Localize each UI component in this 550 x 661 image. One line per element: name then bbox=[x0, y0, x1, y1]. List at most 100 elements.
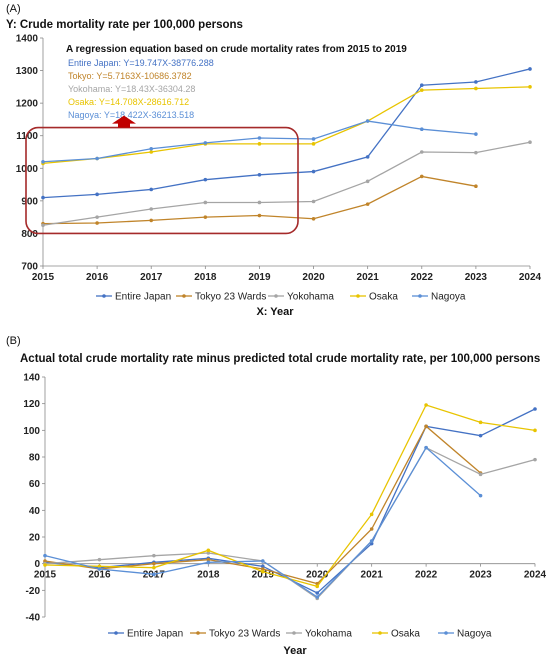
x-tick-label: 2024 bbox=[519, 272, 542, 283]
point-tokyo-23-wards bbox=[260, 567, 265, 571]
equation-osaka: Osaka: Y=14.708X-28616.712 bbox=[68, 97, 189, 107]
point-yokohama bbox=[419, 150, 424, 154]
legend-label-osaka: Osaka bbox=[369, 292, 398, 303]
panel-b-xlabel: Year bbox=[283, 645, 307, 657]
legend-marker-yokohama bbox=[274, 294, 278, 298]
point-osaka bbox=[149, 150, 154, 154]
point-nagoya bbox=[369, 539, 374, 543]
point-entire-japan bbox=[257, 173, 262, 177]
point-entire-japan bbox=[311, 169, 316, 174]
x-tick-label: 2024 bbox=[524, 570, 547, 581]
x-tick-label: 2020 bbox=[302, 272, 325, 283]
panel-a-title: Y: Crude mortality rate per 100,000 pers… bbox=[6, 19, 243, 31]
point-nagoya bbox=[43, 553, 47, 558]
point-yokohama bbox=[528, 140, 532, 145]
y-tick-label: 700 bbox=[21, 262, 38, 273]
series-line-osaka bbox=[42, 86, 531, 165]
x-tick-label: 2018 bbox=[197, 570, 220, 581]
point-yokohama bbox=[97, 557, 102, 562]
point-yokohama bbox=[203, 200, 208, 205]
point-entire-japan bbox=[478, 433, 483, 438]
point-entire-japan bbox=[203, 177, 208, 182]
x-tick-label: 2015 bbox=[34, 570, 57, 581]
point-tokyo-23-wards bbox=[43, 559, 47, 563]
y-tick-label: 1100 bbox=[16, 131, 38, 142]
point-entire-japan bbox=[533, 407, 537, 411]
point-nagoya bbox=[424, 445, 428, 450]
y-tick-label: 120 bbox=[23, 399, 40, 410]
y-tick-label: 1000 bbox=[16, 164, 39, 175]
legend-label-osaka: Osaka bbox=[391, 629, 420, 640]
legend-label-nagoya: Nagoya bbox=[431, 292, 466, 303]
legend-marker-nagoya bbox=[418, 294, 422, 298]
regression-title: A regression equation based on crude mor… bbox=[66, 44, 407, 55]
up-arrow-icon bbox=[112, 115, 136, 128]
legend-marker-entire-japan bbox=[114, 631, 118, 635]
point-osaka bbox=[424, 403, 428, 407]
y-tick-label: 20 bbox=[29, 533, 41, 544]
series-line-entire-japan bbox=[42, 68, 531, 199]
point-yokohama bbox=[533, 457, 537, 462]
equation-entire-japan: Entire Japan: Y=19.747X-38776.288 bbox=[68, 58, 214, 68]
point-yokohama bbox=[474, 150, 478, 155]
point-nagoya bbox=[206, 560, 211, 565]
legend-marker-yokohama bbox=[292, 631, 296, 635]
legend-label-entire-japan: Entire Japan bbox=[127, 629, 183, 640]
point-entire-japan bbox=[365, 155, 370, 159]
y-tick-label: 900 bbox=[21, 196, 38, 207]
point-osaka bbox=[478, 420, 483, 425]
point-tokyo-23-wards bbox=[365, 202, 370, 206]
x-tick-label: 2023 bbox=[465, 272, 488, 283]
y-tick-label: -20 bbox=[26, 586, 41, 597]
equation-nagoya: Nagoya: Y=18.422X-36213.518 bbox=[68, 110, 194, 120]
point-entire-japan bbox=[419, 83, 424, 88]
point-nagoya bbox=[257, 136, 262, 140]
legend-marker-osaka bbox=[356, 294, 360, 298]
point-yokohama bbox=[41, 223, 45, 228]
point-entire-japan bbox=[95, 192, 99, 197]
panel-b-legend: Entire Japan Tokyo 23 Wards Yokohama Osaka N… bbox=[108, 629, 492, 640]
point-osaka bbox=[152, 565, 156, 570]
point-yokohama bbox=[365, 179, 370, 184]
point-nagoya bbox=[203, 141, 208, 145]
point-entire-japan bbox=[149, 187, 154, 192]
point-tokyo-23-wards bbox=[369, 527, 374, 531]
x-tick-label: 2021 bbox=[357, 272, 380, 283]
panel-b-plot: -40-200204060801001201402015201620172018… bbox=[23, 373, 546, 624]
point-tokyo-23-wards bbox=[95, 221, 99, 225]
point-entire-japan bbox=[260, 564, 265, 569]
x-tick-label: 2016 bbox=[86, 272, 109, 283]
x-tick-label: 2017 bbox=[140, 272, 163, 283]
x-tick-label: 2023 bbox=[469, 570, 492, 581]
legend-marker-osaka bbox=[378, 631, 382, 635]
x-tick-label: 2015 bbox=[32, 272, 55, 283]
y-tick-label: -40 bbox=[26, 613, 41, 624]
point-tokyo-23-wards bbox=[311, 216, 316, 221]
point-osaka bbox=[43, 563, 47, 567]
point-nagoya bbox=[260, 559, 265, 563]
point-nagoya bbox=[365, 119, 370, 123]
legend-label-tokyo-23-wards: Tokyo 23 Wards bbox=[209, 629, 280, 640]
point-osaka bbox=[206, 548, 211, 553]
legend-marker-entire-japan bbox=[102, 294, 106, 298]
x-tick-label: 2020 bbox=[306, 570, 329, 581]
point-osaka bbox=[533, 428, 537, 433]
point-entire-japan bbox=[528, 67, 532, 71]
legend-marker-tokyo-23-wards bbox=[196, 631, 200, 635]
point-yokohama bbox=[311, 199, 316, 204]
point-tokyo-23-wards bbox=[206, 557, 211, 562]
x-tick-label: 2022 bbox=[411, 272, 434, 283]
y-tick-label: 40 bbox=[29, 506, 41, 517]
point-osaka bbox=[369, 512, 374, 517]
panel-a-legend: Entire Japan Tokyo 23 Wards Yokohama Osaka N… bbox=[96, 292, 466, 303]
x-tick-label: 2018 bbox=[194, 272, 217, 283]
equation-tokyo: Tokyo: Y=5.7163X-10686.3782 bbox=[68, 71, 192, 81]
point-yokohama bbox=[206, 551, 211, 555]
y-tick-label: 1300 bbox=[16, 66, 39, 77]
point-nagoya bbox=[97, 567, 102, 571]
point-tokyo-23-wards bbox=[257, 213, 262, 218]
x-tick-label: 2019 bbox=[252, 570, 275, 581]
point-tokyo-23-wards bbox=[149, 218, 154, 223]
point-osaka bbox=[257, 142, 262, 146]
